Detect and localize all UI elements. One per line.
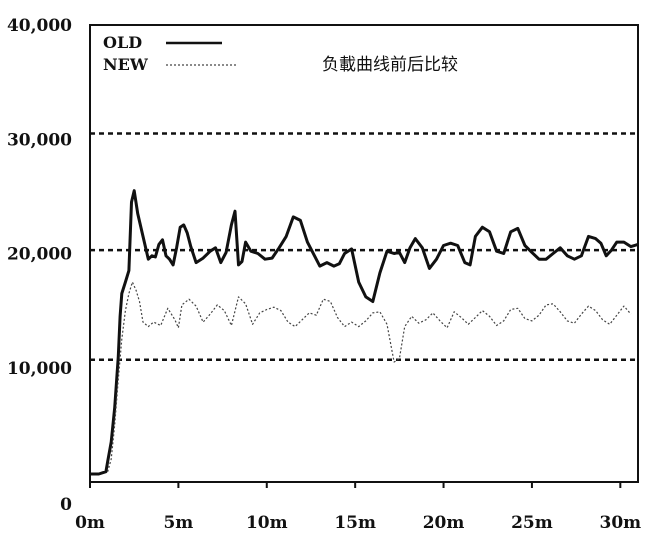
reference-lines (90, 132, 638, 362)
y-tick-label: 10,000 (7, 359, 72, 379)
y-axis-ticks: 0 10,000 20,000 30,000 40,000 (7, 16, 72, 515)
y-tick-label: 20,000 (7, 245, 72, 265)
series-line-old (90, 189, 639, 476)
plot-frame (89, 24, 639, 483)
x-tick-label: 10m (246, 513, 288, 533)
legend-label-new: NEW (103, 55, 149, 74)
x-tick-label: 25m (511, 513, 553, 533)
x-tick-label: 0m (75, 513, 105, 533)
x-tick-label: 20m (423, 513, 465, 533)
y-tick-label: 30,000 (7, 130, 72, 150)
legend: OLD NEW (103, 33, 238, 74)
legend-label-old: OLD (103, 33, 142, 52)
chart-title: 负載曲线前后比较 (322, 55, 458, 75)
x-axis-ticks: 0m 5m 10m 15m 20m 25m 30m (75, 482, 641, 533)
series-line-new (107, 281, 632, 472)
x-tick-label: 15m (334, 513, 376, 533)
y-tick-label: 0 (60, 495, 72, 515)
x-tick-label: 30m (599, 513, 641, 533)
y-tick-label: 40,000 (7, 16, 72, 36)
x-tick-label: 5m (163, 513, 193, 533)
series-layer (90, 189, 639, 476)
